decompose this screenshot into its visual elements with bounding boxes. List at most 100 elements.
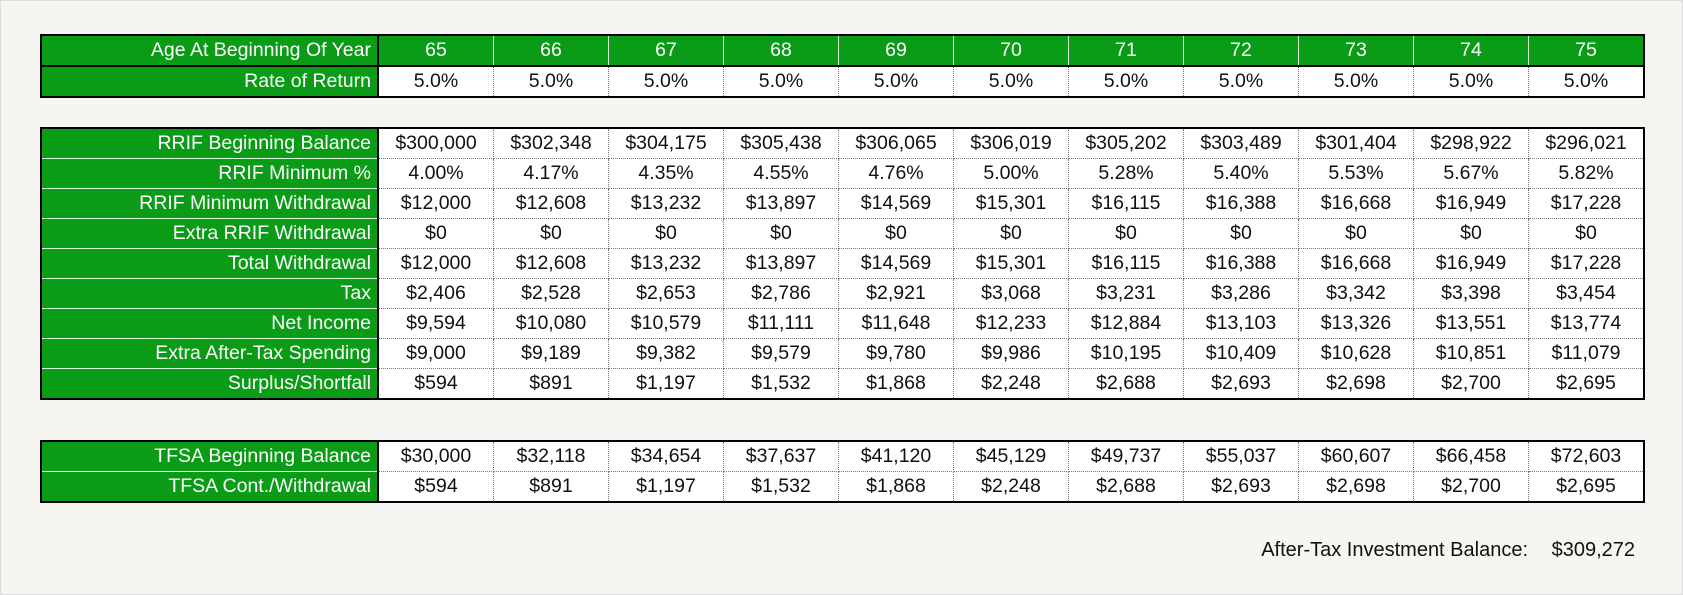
cell-value[interactable]: $0 [378,218,494,249]
cell-value[interactable]: $296,021 [1528,128,1644,159]
cell-value[interactable]: $13,232 [608,248,724,279]
cell-value[interactable]: $12,608 [493,188,609,219]
cell-value[interactable]: $10,628 [1298,338,1414,369]
cell-value[interactable]: $0 [1413,218,1529,249]
cell-value[interactable]: $16,115 [1068,248,1184,279]
cell-value[interactable]: $12,608 [493,248,609,279]
cell-value[interactable]: 65 [378,35,494,67]
cell-value[interactable]: 4.76% [838,158,954,189]
cell-value[interactable]: $10,195 [1068,338,1184,369]
cell-value[interactable]: $1,532 [723,368,839,399]
cell-value[interactable]: $306,019 [953,128,1069,159]
cell-value[interactable]: $3,342 [1298,278,1414,309]
cell-value[interactable]: $45,129 [953,441,1069,472]
cell-value[interactable]: $37,637 [723,441,839,472]
cell-value[interactable]: $594 [378,368,494,399]
cell-value[interactable]: $30,000 [378,441,494,472]
cell-value[interactable]: $10,080 [493,308,609,339]
cell-value[interactable]: $0 [493,218,609,249]
cell-value[interactable]: $16,949 [1413,188,1529,219]
cell-value[interactable]: 68 [723,35,839,67]
cell-value[interactable]: $2,698 [1298,368,1414,399]
cell-value[interactable]: $2,693 [1183,471,1299,502]
cell-value[interactable]: $0 [1298,218,1414,249]
cell-value[interactable]: 5.0% [953,66,1069,97]
cell-value[interactable]: $10,851 [1413,338,1529,369]
cell-value[interactable]: $2,688 [1068,368,1184,399]
cell-value[interactable]: $16,388 [1183,188,1299,219]
cell-value[interactable]: $2,406 [378,278,494,309]
cell-value[interactable]: 67 [608,35,724,67]
cell-value[interactable]: 4.55% [723,158,839,189]
cell-value[interactable]: $2,921 [838,278,954,309]
cell-value[interactable]: $594 [378,471,494,502]
cell-value[interactable]: $9,382 [608,338,724,369]
cell-value[interactable]: $9,594 [378,308,494,339]
cell-value[interactable]: 69 [838,35,954,67]
cell-value[interactable]: $34,654 [608,441,724,472]
cell-value[interactable]: $2,698 [1298,471,1414,502]
cell-value[interactable]: $2,700 [1413,368,1529,399]
cell-value[interactable]: $2,528 [493,278,609,309]
cell-value[interactable]: $15,301 [953,248,1069,279]
cell-value[interactable]: 5.0% [723,66,839,97]
cell-value[interactable]: $49,737 [1068,441,1184,472]
cell-value[interactable]: $301,404 [1298,128,1414,159]
cell-value[interactable]: $2,248 [953,368,1069,399]
cell-value[interactable]: $12,000 [378,188,494,219]
cell-value[interactable]: 5.0% [838,66,954,97]
cell-value[interactable]: 5.53% [1298,158,1414,189]
cell-value[interactable]: 71 [1068,35,1184,67]
cell-value[interactable]: $16,668 [1298,248,1414,279]
cell-value[interactable]: $300,000 [378,128,494,159]
cell-value[interactable]: $2,653 [608,278,724,309]
cell-value[interactable]: 5.0% [1413,66,1529,97]
cell-value[interactable]: $2,695 [1556,475,1616,497]
cell-value[interactable]: $2,700 [1413,471,1529,502]
cell-value[interactable]: $55,037 [1183,441,1299,472]
cell-value[interactable]: 5.0% [608,66,724,97]
cell-value[interactable]: $16,668 [1298,188,1414,219]
cell-value[interactable]: $2,693 [1183,368,1299,399]
cell-value[interactable]: 74 [1413,35,1529,67]
cell-value[interactable]: $9,579 [723,338,839,369]
cell-value[interactable]: $1,868 [838,368,954,399]
cell-value[interactable]: $66,458 [1413,441,1529,472]
cell-value[interactable]: 5.40% [1183,158,1299,189]
cell-value[interactable]: $12,884 [1068,308,1184,339]
cell-value[interactable]: $13,774 [1528,308,1644,339]
cell-value[interactable]: 5.67% [1413,158,1529,189]
cell-value[interactable]: $298,922 [1413,128,1529,159]
cell-value[interactable]: 5.0% [378,66,494,97]
cell-value[interactable]: $0 [1528,218,1644,249]
cell-value[interactable]: $11,111 [723,308,839,339]
cell-value[interactable]: $13,232 [608,188,724,219]
cell-value[interactable]: 5.0% [1563,70,1609,92]
cell-value[interactable]: $305,202 [1068,128,1184,159]
cell-value[interactable]: 5.00% [953,158,1069,189]
cell-value[interactable]: $1,197 [608,368,724,399]
cell-value[interactable]: $60,607 [1298,441,1414,472]
cell-value[interactable]: $11,648 [838,308,954,339]
cell-value[interactable]: $3,286 [1183,278,1299,309]
cell-value[interactable]: $305,438 [723,128,839,159]
cell-value[interactable]: $2,248 [953,471,1069,502]
cell-value[interactable]: 5.0% [1298,66,1414,97]
cell-value[interactable]: $2,786 [723,278,839,309]
cell-value[interactable]: $13,326 [1298,308,1414,339]
cell-value[interactable]: 5.82% [1528,158,1644,189]
cell-value[interactable]: $13,551 [1413,308,1529,339]
cell-value[interactable]: $303,489 [1183,128,1299,159]
cell-value[interactable]: $1,532 [723,471,839,502]
cell-value[interactable]: $9,986 [953,338,1069,369]
cell-value[interactable]: $14,569 [838,248,954,279]
cell-value[interactable]: $32,118 [493,441,609,472]
cell-value[interactable]: 4.17% [493,158,609,189]
cell-value[interactable]: $3,454 [1528,278,1644,309]
cell-value[interactable]: 5.0% [1068,66,1184,97]
cell-value[interactable]: $2,695 [1556,372,1616,394]
cell-value[interactable]: $0 [1068,218,1184,249]
cell-value[interactable]: $10,579 [608,308,724,339]
cell-value[interactable]: 4.35% [608,158,724,189]
cell-value[interactable]: 70 [953,35,1069,67]
